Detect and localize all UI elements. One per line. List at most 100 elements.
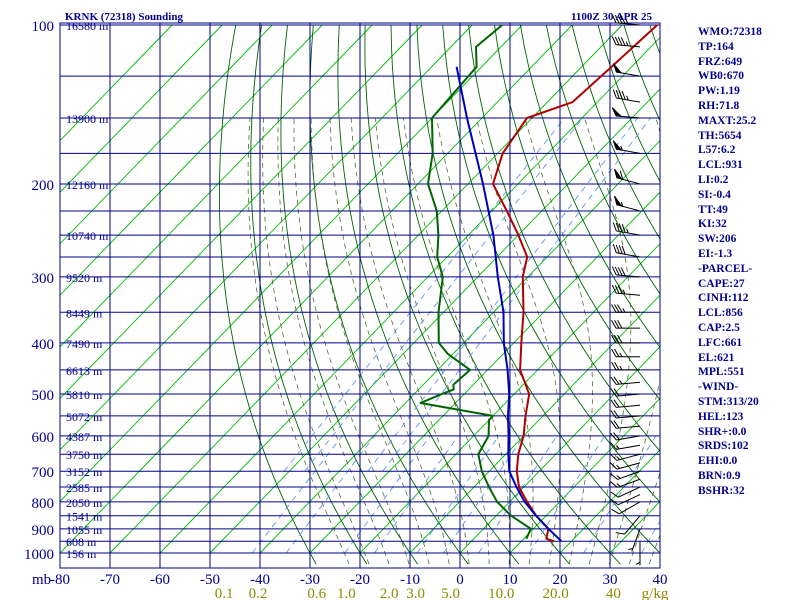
index-entry: CAPE:27 (698, 277, 745, 290)
barb-feather (611, 508, 620, 515)
barb-feather (610, 432, 617, 441)
barb-feather (611, 36, 617, 45)
barb-feather (620, 267, 626, 276)
barb-staff (616, 292, 641, 296)
wind-barb (614, 195, 641, 212)
pressure-tick-label: 1000 (24, 547, 54, 563)
wind-barb (615, 515, 641, 535)
barb-feather (615, 89, 620, 99)
wind-barb (612, 140, 641, 154)
barb-feather (617, 285, 623, 294)
mixing-ratio-lines (251, 117, 660, 554)
barb-feather (610, 399, 617, 408)
barb-feather (613, 399, 620, 408)
height-label: 10740 m (66, 229, 109, 243)
barb-feather (615, 532, 625, 535)
barb-staff (616, 425, 641, 429)
barb-staff (631, 528, 641, 552)
height-label: 7490 m (66, 337, 103, 351)
barb-feather (618, 223, 623, 233)
mixing-ratio-line (443, 435, 525, 554)
wind-barb (612, 222, 641, 236)
height-label: 6613 m (66, 364, 103, 378)
height-label: 608 m (66, 535, 97, 549)
dry-adiabat (364, 24, 571, 565)
index-entry: WMO:72318 (698, 26, 762, 38)
barb-feather (610, 442, 617, 450)
barb-feather (611, 266, 617, 276)
wind-barb (611, 266, 641, 278)
barb-staff (618, 486, 641, 498)
barb-half-feather (625, 19, 629, 25)
chart-title: KRNK (72318) Sounding (65, 11, 183, 23)
temperature-tick-label: 30 (603, 572, 618, 588)
barb-half-feather (635, 561, 641, 565)
barb-feather (620, 37, 626, 46)
barb-staff (616, 444, 641, 450)
wind-barb (611, 361, 640, 371)
height-label: 3152 m (66, 465, 103, 479)
dry-adiabat (390, 24, 621, 565)
temperature-tick-label: 40 (653, 572, 668, 588)
barb-staff (616, 381, 641, 385)
dry-adiabat (545, 24, 660, 295)
isotherm (60, 24, 223, 193)
temperature-tick-label: 20 (553, 572, 568, 588)
barb-staff (624, 515, 641, 535)
wind-barb (611, 107, 641, 119)
dry-adiabat (519, 24, 660, 349)
wind-barb (628, 528, 641, 552)
barb-half-feather (625, 41, 629, 47)
barb-feather (614, 285, 620, 294)
wind-barb (610, 376, 641, 385)
barb-feather (613, 410, 620, 419)
dry-adiabat (250, 24, 368, 565)
index-entry: FRZ:649 (698, 55, 743, 68)
index-entry: STM:313/20 (698, 395, 759, 408)
dry-adiabat (416, 24, 660, 554)
height-label: 12160 m (66, 178, 109, 192)
pressure-tick-label: 400 (32, 337, 55, 353)
height-label: 1541 m (66, 510, 103, 524)
temperature-tick-label: -70 (100, 572, 120, 588)
wind-barb (612, 244, 641, 258)
barb-feather (618, 90, 623, 100)
barb-staff (618, 501, 641, 515)
wind-barb (610, 432, 641, 441)
barb-staff (616, 415, 641, 419)
barb-feather (611, 334, 617, 344)
barb-pennant (612, 63, 623, 74)
barb-feather (617, 320, 623, 329)
barb-feather (617, 15, 623, 24)
mixing-ratio-tick-label: 40 (606, 586, 621, 600)
temperature-tick-label: -60 (150, 572, 170, 588)
isotherm (60, 24, 473, 451)
mixing-ratio-tick-label: 20.0 (542, 586, 568, 600)
mixing-ratio-line (640, 520, 660, 554)
wind-barb (610, 486, 641, 498)
barb-feather (617, 266, 623, 276)
barb-half-feather (620, 145, 623, 151)
stability-indices-panel: WMO:72318 TP:164 FRZ:649 WB0:670 PW:1.19 RH:7… (698, 25, 798, 499)
isotherm (60, 24, 323, 296)
barb-feather (614, 348, 620, 358)
wind-barb (610, 453, 641, 461)
wind-barb (611, 284, 641, 296)
height-label: 2585 m (66, 481, 103, 495)
barb-feather (621, 223, 626, 233)
barb-feather (611, 320, 617, 329)
wind-barb (611, 14, 641, 26)
barb-feather (613, 388, 620, 397)
temperature-tick-label: -10 (400, 572, 420, 588)
mixing-ratio-line (304, 117, 584, 472)
barb-feather (610, 376, 617, 385)
barb-half-feather (619, 365, 623, 371)
mixing-ratio-line (283, 117, 566, 472)
mixing-ratio-line (416, 435, 500, 554)
barb-staff (616, 462, 641, 470)
wind-barb (610, 462, 641, 470)
barb-half-feather (626, 95, 629, 101)
isobar-lines (59, 22, 661, 569)
barb-feather (612, 89, 617, 99)
